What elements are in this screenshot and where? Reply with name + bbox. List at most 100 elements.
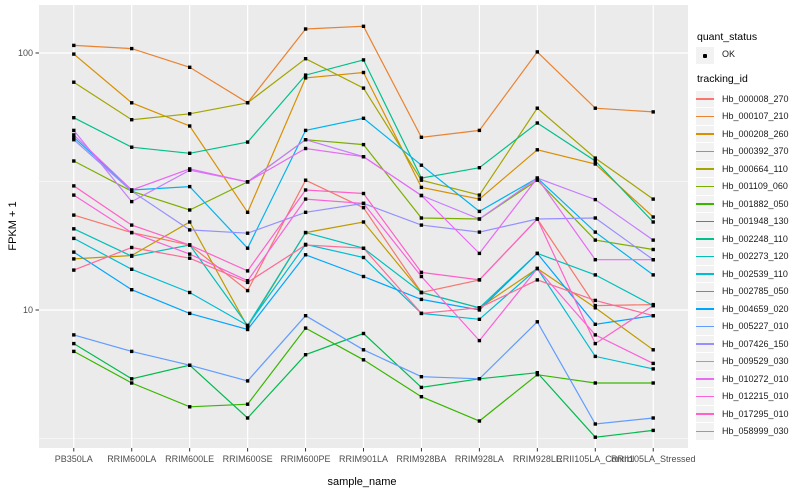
point-marker [535,176,539,180]
point-marker [130,245,134,250]
point-marker [593,159,597,163]
point-marker [72,193,76,197]
point-marker [477,166,482,170]
point-marker [72,341,76,346]
point-marker [72,133,76,137]
legend-item-label: Hb_012215_010 [722,391,789,402]
legend-line-swatch [696,168,714,170]
point-marker [535,50,539,54]
point-marker [419,193,424,198]
legend-item: Hb_058999_030 [696,423,800,441]
legend-key [696,318,714,335]
legend-line-swatch [696,98,714,100]
point-marker [303,76,308,80]
point-marker [303,197,308,201]
legend-key [696,265,714,282]
legend-item: Hb_001109_060 [696,178,800,196]
point-marker [651,361,655,366]
point-marker [477,251,482,256]
point-marker [303,138,308,142]
point-marker [130,223,134,227]
y-tick-label: 10 [23,305,33,315]
point-marker [245,180,250,184]
point-marker [419,385,424,390]
legend-line-swatch [696,185,714,188]
point-marker [72,43,76,48]
legend-line-swatch [696,290,714,293]
point-marker [245,210,250,214]
point-marker [419,270,424,275]
point-marker [651,220,655,224]
point-marker [593,258,597,262]
point-marker [303,178,308,182]
point-marker [245,288,250,293]
legend-item-label: Hb_000664_110 [722,163,788,174]
legend-item-label: Hb_017295_010 [722,408,789,419]
point-marker [130,349,134,354]
point-marker [535,121,539,125]
point-marker [651,110,655,114]
point-marker [477,197,482,201]
point-marker [130,230,134,235]
legend-line-swatch [696,308,714,310]
point-marker [72,349,76,354]
point-marker [72,159,76,163]
point-marker [245,231,250,235]
point-marker [651,303,655,308]
point-marker [651,314,655,318]
legend-item-label: Hb_000107_210 [722,111,789,122]
point-marker [303,230,308,235]
point-marker [593,197,597,202]
point-marker [535,320,539,324]
point-marker [535,106,539,110]
point-marker [593,333,597,337]
point-marker [477,306,482,310]
point-marker [188,405,192,409]
legend-line-swatch [696,430,714,433]
legend-item-label: Hb_001882_050 [722,198,789,209]
point-marker [130,101,134,105]
point-marker [303,326,308,330]
point-marker [477,193,482,197]
point-marker [130,377,134,381]
point-marker [72,213,76,217]
point-marker-icon [703,53,707,58]
legend-item-label: Hb_002785_050 [722,286,789,297]
x-tick-label: RRIM928LA [455,454,504,464]
x-tick-label: RRII105LA_Stressed [611,454,696,464]
point-marker [361,358,366,362]
point-marker [477,128,482,133]
point-marker [593,354,597,359]
legend-key [696,370,714,387]
point-marker [651,238,655,242]
point-marker [477,419,482,423]
point-marker [130,288,134,292]
legend-item: Hb_001948_130 [696,213,800,231]
point-marker [419,178,424,182]
x-tick-label: PB350LA [55,454,93,464]
legend-key [696,300,714,317]
point-marker [303,188,308,192]
point-marker [130,267,134,271]
point-marker [72,80,76,84]
point-marker [245,101,250,105]
point-marker [72,138,76,142]
legend-key [696,248,714,265]
point-marker [361,191,366,196]
point-marker [535,278,539,282]
legend-item-label: Hb_000008_270 [722,93,789,104]
legend-key [696,335,714,352]
point-marker [303,146,308,151]
point-marker [361,70,366,75]
point-marker [188,252,192,256]
y-axis-title: FPKM + 1 [7,201,19,251]
point-marker [72,227,76,231]
legend-item: Hb_017295_010 [696,405,800,423]
point-marker [303,314,308,318]
point-marker [419,223,424,227]
legend-item: Hb_012215_010 [696,388,800,406]
x-tick-label: RRIM928BA [396,454,446,464]
point-marker [593,306,597,310]
